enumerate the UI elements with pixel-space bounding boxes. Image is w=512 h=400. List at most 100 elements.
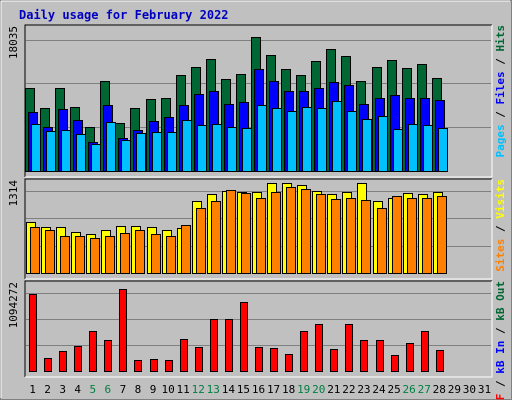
bar-sites-day-22: [346, 198, 356, 274]
legend-item-sites: Sites: [494, 239, 507, 272]
legend-item-visits: Visits: [494, 179, 507, 219]
bar-sites-day-6: [105, 236, 115, 274]
series-legend: Sites / Visits: [494, 179, 507, 272]
panel-border-shadow: [24, 280, 492, 377]
bar-sites-day-3: [60, 236, 70, 274]
x-tick-label-day-5: 5: [89, 383, 96, 396]
bar-sites-day-5: [90, 238, 100, 274]
panel-border-shadow: [24, 178, 492, 279]
x-tick-label-day-2: 2: [44, 383, 51, 396]
bar-kb-f-day-16: [255, 347, 263, 372]
bar-pages-day-12: [197, 125, 207, 172]
bar-pages-day-19: [302, 107, 312, 172]
x-tick-label-day-19: 19: [297, 383, 310, 396]
bar-kb-f-day-28: [436, 350, 444, 372]
bar-sites-day-28: [437, 196, 447, 274]
x-tick-label-day-28: 28: [433, 383, 446, 396]
bar-pages-day-1: [31, 124, 41, 172]
bar-sites-day-19: [301, 189, 311, 274]
bar-sites-day-8: [135, 230, 145, 274]
bar-sites-day-23: [361, 200, 371, 274]
x-tick-label-day-20: 20: [312, 383, 325, 396]
bar-sites-day-13: [211, 201, 221, 274]
legend-item-files: Files: [494, 71, 507, 104]
x-tick-label-day-16: 16: [252, 383, 265, 396]
bar-sites-day-2: [45, 230, 55, 274]
x-tick-label-day-9: 9: [150, 383, 157, 396]
series-legend: Pages / Files / Hits: [494, 25, 507, 158]
x-tick-label-day-13: 13: [207, 383, 220, 396]
x-tick-label-day-17: 17: [267, 383, 280, 396]
bar-pages-day-16: [257, 105, 267, 172]
legend-item-pages: Pages: [494, 124, 507, 157]
bar-pages-day-20: [317, 108, 327, 172]
x-tick-label-day-31: 31: [478, 383, 491, 396]
legend-separator: /: [494, 374, 507, 394]
x-tick-label-day-6: 6: [105, 383, 112, 396]
bar-kb-f-day-20: [315, 324, 323, 372]
bar-pages-day-3: [61, 130, 71, 172]
bar-kb-f-day-11: [180, 339, 188, 372]
x-tick-label-day-10: 10: [161, 383, 174, 396]
bar-pages-day-10: [167, 132, 177, 172]
y-max-label: 1094272: [7, 282, 20, 328]
legend-separator: /: [494, 219, 507, 239]
bar-kb-f-day-13: [210, 319, 218, 372]
y-max-label: 18035: [7, 26, 20, 59]
x-tick-label-day-18: 18: [282, 383, 295, 396]
bar-sites-day-20: [316, 194, 326, 274]
bar-sites-day-24: [377, 208, 387, 274]
bar-pages-day-18: [287, 111, 297, 172]
panel-visits-sites: 1314 Sites / Visits: [7, 178, 507, 280]
x-tick-label-day-15: 15: [237, 383, 250, 396]
panel-border-highlight: [25, 281, 493, 378]
bar-pages-day-25: [393, 129, 403, 172]
chart-title: Daily usage for February 2022: [19, 8, 229, 22]
bar-kb-f-day-1: [29, 294, 37, 372]
x-tick-label-day-14: 14: [222, 383, 236, 396]
bar-kb-f-day-6: [104, 340, 112, 372]
bar-pages-day-9: [152, 132, 162, 172]
bar-sites-day-27: [422, 198, 432, 274]
bar-pages-day-13: [212, 124, 222, 172]
bar-pages-day-22: [347, 111, 357, 172]
bar-pages-day-8: [136, 133, 146, 172]
bar-sites-day-1: [30, 227, 40, 274]
bar-sites-day-7: [120, 233, 130, 274]
bar-kb-f-day-24: [376, 340, 384, 372]
legend-item-hits: Hits: [494, 25, 507, 52]
bar-sites-day-18: [286, 187, 296, 274]
legend-separator: /: [494, 52, 507, 72]
x-tick-label-day-8: 8: [135, 383, 142, 396]
bar-pages-day-28: [438, 128, 448, 172]
bar-kb-f-day-25: [391, 355, 399, 372]
bar-pages-day-2: [46, 131, 56, 172]
x-tick-label-day-12: 12: [192, 383, 205, 396]
bar-kb-f-day-7: [119, 289, 127, 372]
bar-pages-day-7: [121, 140, 131, 172]
bar-sites-day-12: [196, 208, 206, 274]
x-tick-label-day-3: 3: [59, 383, 66, 396]
x-tick-label-day-30: 30: [463, 383, 476, 396]
bar-kb-f-day-19: [300, 331, 308, 372]
x-tick-label-day-24: 24: [372, 383, 386, 396]
bar-sites-day-15: [241, 193, 251, 274]
bar-sites-day-16: [256, 198, 266, 274]
bar-sites-day-17: [271, 192, 281, 274]
bar-sites-day-10: [166, 236, 176, 274]
bar-kb-f-day-22: [345, 324, 353, 372]
bar-sites-day-14: [226, 190, 236, 274]
bar-pages-day-4: [76, 134, 86, 172]
x-tick-label-day-11: 11: [177, 383, 190, 396]
bar-sites-day-4: [75, 236, 85, 274]
x-tick-label-day-29: 29: [448, 383, 461, 396]
bar-kb-f-day-4: [74, 346, 82, 372]
bar-kb-f-day-14: [225, 319, 233, 372]
bar-sites-day-25: [392, 196, 402, 274]
bar-pages-day-23: [362, 119, 372, 172]
legend-separator: /: [494, 321, 507, 341]
x-tick-label-day-1: 1: [29, 383, 36, 396]
bar-pages-day-24: [378, 116, 388, 172]
